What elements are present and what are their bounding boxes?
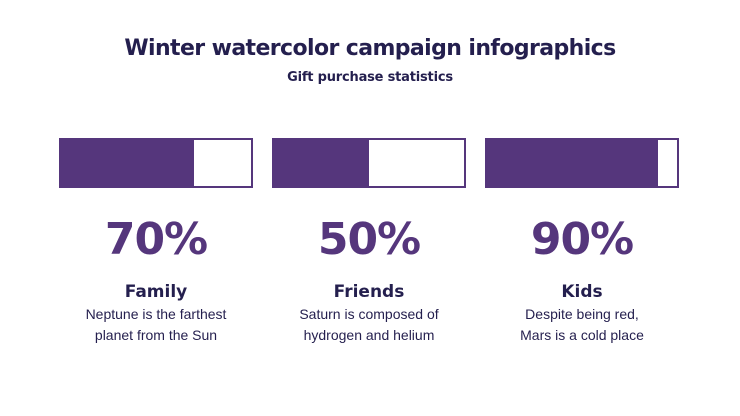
progress-bar-fill	[274, 140, 369, 186]
progress-bar	[485, 138, 679, 188]
stat-description-line: Mars is a cold place	[520, 327, 644, 343]
page-subtitle: Gift purchase statistics	[287, 70, 453, 85]
stat-description: Neptune is the farthest planet from the …	[59, 304, 253, 346]
stat-percent: 50%	[317, 214, 421, 265]
stat-percent: 90%	[530, 214, 634, 265]
stat-description-line: Despite being red,	[525, 306, 639, 322]
progress-bar-fill	[487, 140, 658, 186]
progress-bar-fill	[61, 140, 194, 186]
stat-label: Friends	[333, 282, 405, 302]
stat-card-friends: 50% Friends Saturn is composed of hydrog…	[272, 138, 466, 346]
stat-description-line: planet from the Sun	[94, 327, 218, 343]
stat-label: Kids	[561, 282, 603, 302]
page-title: Winter watercolor campaign infographics	[124, 36, 616, 61]
stat-percent: 70%	[104, 214, 208, 265]
stat-label: Family	[124, 282, 188, 302]
stat-card-family: 70% Family Neptune is the farthest plane…	[59, 138, 253, 346]
progress-bar	[272, 138, 466, 188]
stat-description-line: Neptune is the farthest	[85, 306, 227, 322]
stat-description: Saturn is composed of hydrogen and heliu…	[272, 304, 466, 346]
stat-description-line: Saturn is composed of	[299, 306, 439, 322]
stat-description-line: hydrogen and helium	[303, 327, 435, 343]
progress-bar	[59, 138, 253, 188]
stat-description: Despite being red, Mars is a cold place	[485, 304, 679, 346]
stat-card-kids: 90% Kids Despite being red, Mars is a co…	[485, 138, 679, 346]
